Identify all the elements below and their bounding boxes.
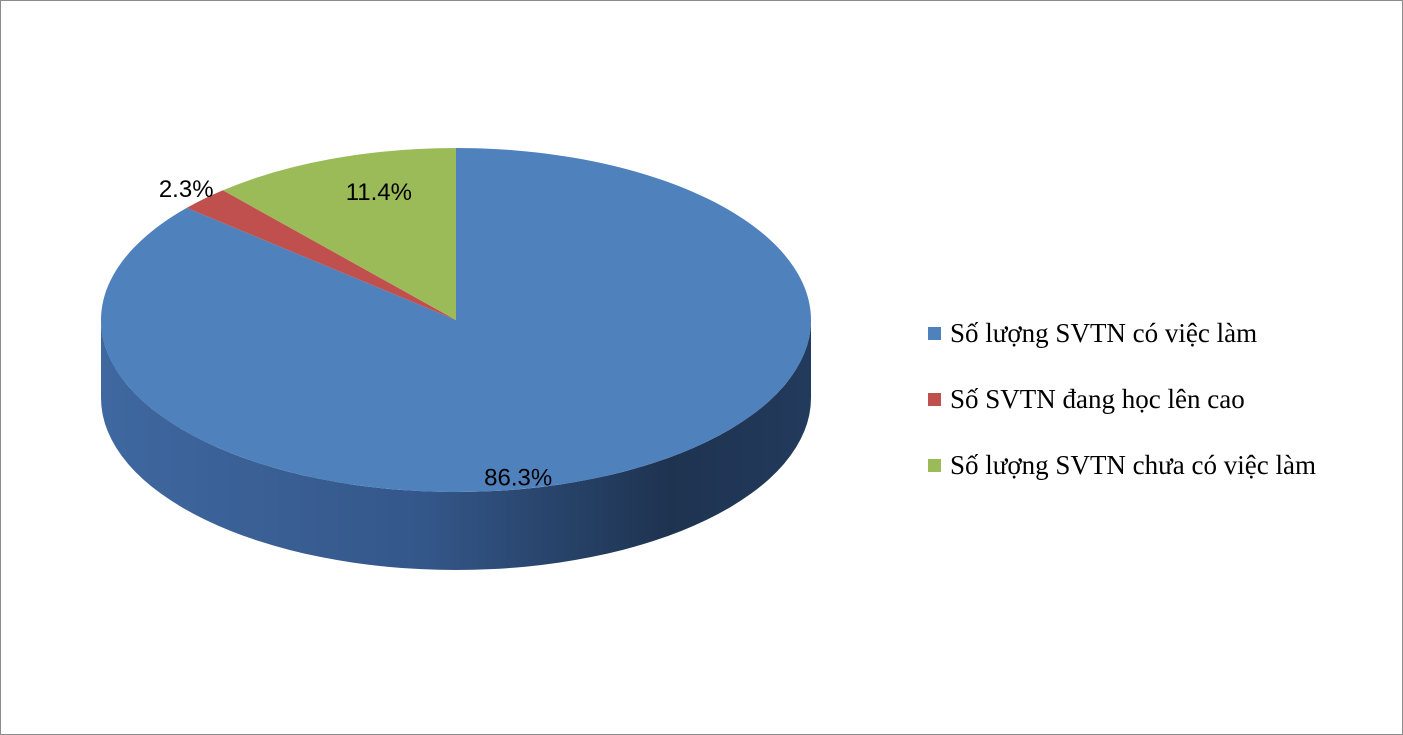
pie-label-layer: 86.3% 2.3% 11.4% bbox=[159, 176, 552, 492]
pie-side-wall bbox=[101, 320, 811, 570]
legend-swatch-unemployed bbox=[928, 458, 941, 472]
legend-swatch-employed bbox=[928, 326, 941, 340]
pie-slice-employed bbox=[100, 148, 811, 493]
legend-label-further-study: Số SVTN đang học lên cao bbox=[950, 383, 1245, 414]
legend-item-employed: Số lượng SVTN có việc làm bbox=[928, 300, 1316, 366]
legend-swatch-further-study bbox=[928, 392, 941, 406]
pie-slice-further-study bbox=[186, 190, 456, 320]
pie-slice-unemployed bbox=[222, 148, 456, 320]
legend-item-further-study: Số SVTN đang học lên cao bbox=[928, 366, 1316, 432]
pie-slice-layer bbox=[100, 148, 811, 493]
legend-label-employed: Số lượng SVTN có việc làm bbox=[950, 317, 1258, 348]
legend-item-unemployed: Số lượng SVTN chưa có việc làm bbox=[928, 432, 1316, 498]
pie-side-layer bbox=[101, 320, 811, 570]
legend: Số lượng SVTN có việc làm Số SVTN đang h… bbox=[928, 300, 1316, 498]
data-label-unemployed: 11.4% bbox=[346, 179, 412, 206]
data-label-employed: 86.3% bbox=[484, 465, 552, 492]
data-label-further-study: 2.3% bbox=[159, 176, 214, 203]
legend-label-unemployed: Số lượng SVTN chưa có việc làm bbox=[950, 449, 1316, 480]
